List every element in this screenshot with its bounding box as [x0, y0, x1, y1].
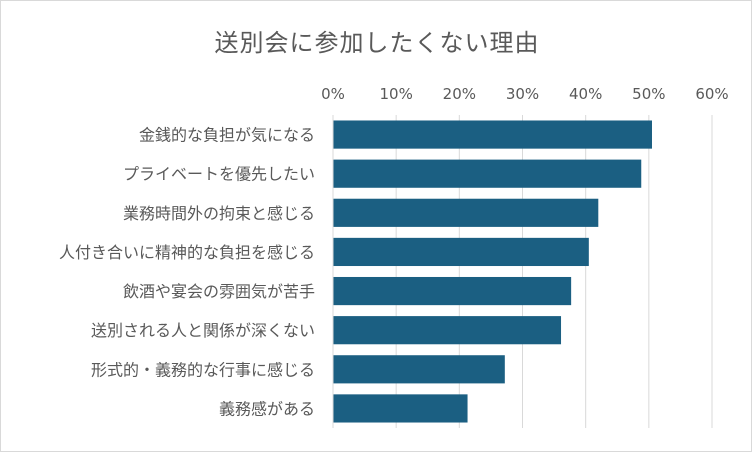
- bar: [333, 316, 562, 345]
- x-tick-label: 50%: [632, 85, 665, 103]
- category-label: 形式的・義務的な行事に感じる: [91, 360, 315, 379]
- category-label: 飲酒や宴会の雰囲気が苦手: [123, 282, 315, 301]
- category-label: プライベートを優先したい: [123, 165, 315, 184]
- category-label: 義務感がある: [219, 399, 315, 418]
- x-tick-label: 0%: [321, 85, 345, 103]
- bar: [333, 355, 505, 384]
- x-tick-label: 10%: [379, 85, 412, 103]
- x-tick-label: 40%: [569, 85, 602, 103]
- bar: [333, 276, 572, 306]
- chart-title: 送別会に参加したくない理由: [214, 29, 540, 57]
- bar: [333, 237, 589, 267]
- x-tick-label: 60%: [695, 85, 728, 103]
- category-label: 金銭的な負担が気になる: [139, 126, 315, 145]
- bar: [333, 120, 652, 149]
- bar: [333, 198, 599, 227]
- x-tick-label: 30%: [506, 85, 539, 103]
- category-label: 業務時間外の拘束と感じる: [123, 204, 315, 223]
- bar: [333, 159, 642, 188]
- x-tick-label: 20%: [443, 85, 476, 103]
- bar: [333, 394, 468, 423]
- category-label: 送別される人と関係が深くない: [91, 321, 315, 340]
- category-label: 人付き合いに精神的な負担を感じる: [59, 243, 315, 262]
